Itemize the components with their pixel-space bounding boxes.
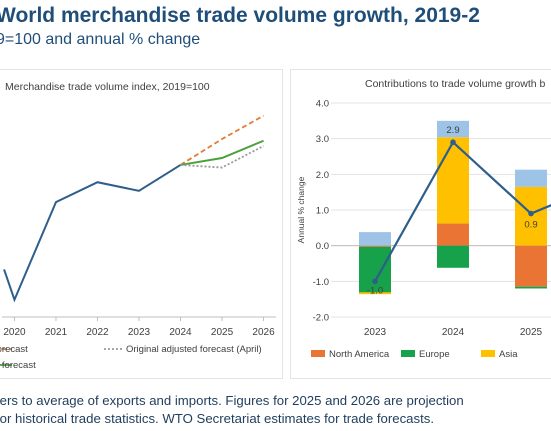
bar-legend-swatch	[481, 350, 495, 357]
bar-y-tick-label: -2.0	[313, 313, 329, 324]
line-x-tick-label: 2024	[169, 327, 192, 338]
line-series	[180, 145, 264, 169]
line-x-tick-label: 2025	[211, 327, 234, 338]
total-growth-data-label: 0.9	[524, 220, 537, 231]
stacked-bar-segment	[359, 232, 391, 246]
line-x-tick-label: 2020	[3, 327, 26, 338]
bar-legend-label: Asia	[499, 349, 518, 360]
stacked-bar-segment	[437, 223, 469, 246]
line-series	[3, 164, 182, 303]
bar-legend-label: Europe	[419, 349, 450, 360]
line-series	[180, 139, 264, 166]
index-chart-panel: Merchandise trade volume index, 2019=100…	[0, 69, 283, 379]
total-growth-point	[372, 278, 378, 285]
line-chart-title: Merchandise trade volume index, 2019=100	[5, 81, 210, 93]
bar-y-tick-label: 2.0	[316, 170, 329, 181]
bar-chart-title: Contributions to trade volume growth b	[365, 78, 546, 90]
line-x-tick-label: 2022	[86, 327, 109, 338]
contributions-bar-chart: Contributions to trade volume growth b 4.…	[296, 78, 551, 360]
bar-y-axis-label: Annual % change	[296, 176, 306, 243]
bar-x-tick-label: 2023	[364, 327, 387, 338]
line-x-tick-label: 2023	[128, 327, 151, 338]
bar-y-tick-label: 4.0	[316, 99, 329, 110]
bar-x-tick-label: 2024	[442, 327, 465, 338]
stacked-bar-segment	[359, 245, 391, 247]
bar-x-tick-label: 2025	[520, 327, 543, 338]
stacked-bar-segment	[515, 245, 547, 287]
bar-legend-label: North America	[329, 349, 390, 360]
total-growth-point	[528, 210, 534, 217]
line-legend-label: forecast	[0, 344, 28, 355]
total-growth-data-label: -1.0	[367, 285, 383, 296]
bar-y-tick-label: 0.0	[316, 241, 329, 252]
stacked-bar-segment	[359, 292, 391, 295]
total-growth-data-label: 2.9	[446, 125, 459, 136]
page-subtitle: 9=100 and annual % change	[0, 31, 201, 48]
footnote-line-2: for historical trade statistics. WTO Sec…	[0, 411, 435, 426]
bar-y-tick-label: 1.0	[316, 206, 329, 217]
stacked-bar-segment	[515, 169, 547, 187]
index-line-chart: Merchandise trade volume index, 2019=100…	[0, 81, 276, 371]
line-legend-label: Original adjusted forecast (April)	[126, 344, 262, 355]
bar-y-tick-label: -1.0	[313, 277, 329, 288]
total-growth-point	[450, 139, 456, 146]
bar-y-tick-label: 3.0	[316, 134, 329, 145]
bar-legend-swatch	[401, 350, 415, 357]
stacked-bar-segment	[437, 245, 469, 268]
stacked-bar-segment	[437, 137, 469, 224]
total-growth-line	[374, 140, 551, 282]
line-x-tick-label: 2021	[45, 327, 68, 338]
bar-legend-swatch	[311, 350, 325, 357]
stacked-bar-segment	[359, 246, 391, 293]
line-x-tick-label: 2026	[252, 327, 275, 338]
footnote-line-1: fers to average of exports and imports. …	[0, 393, 464, 408]
stacked-bar-segment	[515, 286, 547, 289]
stacked-bar-segment	[437, 120, 469, 138]
line-series	[180, 114, 264, 166]
line-legend-label: d forecast	[0, 360, 36, 371]
page-title: World merchandise trade volume growth, 2…	[0, 4, 480, 27]
contributions-chart-panel: Contributions to trade volume growth b 4.…	[290, 69, 551, 379]
